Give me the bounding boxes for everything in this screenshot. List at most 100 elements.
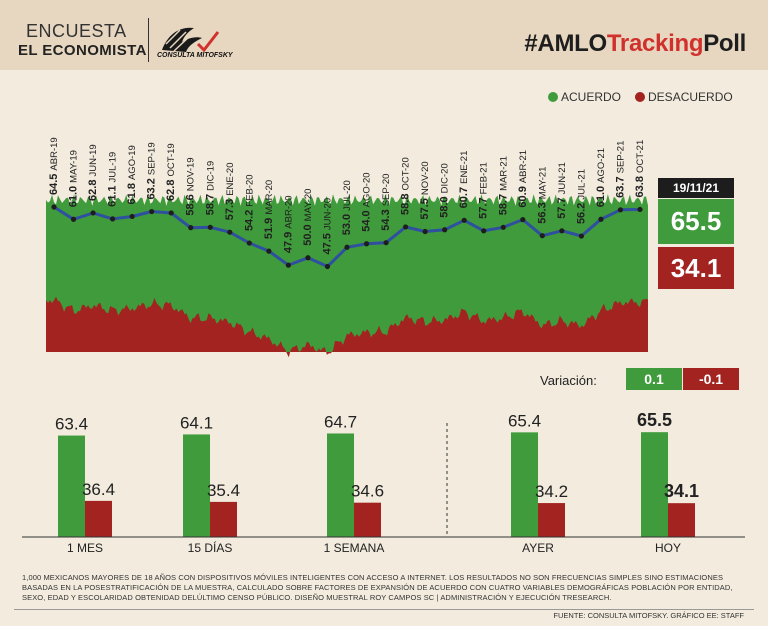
data-label-value: 57.3: [224, 199, 236, 220]
data-label-month: ABR-21: [518, 150, 529, 183]
hashtag-suffix: Poll: [703, 30, 746, 57]
publisher-name: EL ECONOMISTA: [18, 42, 147, 59]
desacuerdo-bar-label: 34.1: [664, 481, 699, 501]
data-label-month: FEB-21: [479, 162, 490, 194]
acuerdo-bar-label: 64.7: [324, 412, 357, 431]
data-label: 57.7 JUN-21: [556, 162, 568, 219]
data-label: 47.9 ABR-20: [282, 195, 294, 253]
data-label-value: 57.5: [419, 198, 431, 219]
acuerdo-bar: [641, 432, 668, 537]
desacuerdo-bar-label: 36.4: [82, 480, 115, 499]
data-label-month: MAY-20: [303, 189, 314, 222]
data-point: [110, 216, 116, 222]
data-label-value: 60.9: [517, 186, 529, 207]
legend-desacuerdo-label: DESACUERDO: [648, 90, 733, 104]
data-point: [598, 216, 604, 222]
data-label-value: 54.0: [361, 210, 373, 231]
bar-category-label: HOY: [655, 541, 681, 555]
data-label-month: NOV-19: [186, 157, 197, 191]
data-point: [500, 224, 506, 230]
bar-category-label: 15 DÍAS: [188, 540, 233, 555]
data-label-month: MAR-21: [498, 156, 509, 191]
data-label-month: ABR-20: [283, 195, 294, 228]
mitofsky-logo-icon: [162, 27, 220, 53]
data-label-month: ABR-19: [49, 137, 60, 170]
data-label-month: OCT-19: [166, 143, 177, 176]
data-label-month: JUN-21: [557, 162, 568, 194]
data-label-value: 58.7: [497, 194, 509, 215]
data-label-value: 57.7: [556, 197, 568, 218]
data-label-month: AGO-20: [362, 172, 373, 207]
data-label-value: 62.8: [165, 180, 177, 201]
data-label-month: FEB-20: [244, 174, 255, 206]
data-label-value: 61.0: [595, 186, 607, 207]
desacuerdo-bar: [668, 503, 695, 537]
acuerdo-bar: [327, 433, 354, 537]
acuerdo-area: [46, 194, 648, 352]
data-label-month: ENE-21: [459, 151, 470, 184]
data-point: [90, 210, 96, 216]
data-label: 63.8 OCT-21: [634, 140, 646, 198]
desacuerdo-bar: [85, 500, 112, 537]
data-label: 58.8 OCT-20: [400, 157, 412, 215]
acuerdo-bar: [183, 434, 210, 537]
data-label-month: JUN-20: [322, 198, 333, 230]
data-label: 54.2 FEB-20: [243, 174, 255, 231]
data-label-value: 58.6: [185, 194, 197, 215]
hashtag-title: #AMLOTrackingPoll: [524, 30, 746, 58]
data-label-month: JUL-19: [108, 152, 119, 183]
data-label: 58.6 NOV-19: [185, 157, 197, 215]
header-divider: [148, 18, 149, 62]
data-label: 57.7 FEB-21: [478, 162, 490, 219]
data-label: 53.0 JUL-20: [341, 180, 353, 235]
data-label-value: 58.7: [204, 194, 216, 215]
desacuerdo-bar-label: 34.2: [535, 482, 568, 501]
data-label: 62.8 JUN-19: [87, 144, 99, 201]
current-date: 19/11/21: [658, 178, 734, 198]
data-label: 57.5 NOV-20: [419, 161, 431, 219]
desacuerdo-bar: [354, 502, 381, 537]
data-label-value: 58.8: [400, 194, 412, 215]
data-label-month: SEP-19: [147, 142, 158, 175]
data-point: [207, 224, 213, 230]
data-label-month: DIC-19: [205, 161, 216, 191]
hashtag-highlight: Tracking: [606, 30, 704, 57]
data-point: [305, 255, 311, 261]
data-point: [227, 229, 233, 235]
legend-acuerdo-label: ACUERDO: [561, 90, 622, 104]
data-label-value: 63.2: [146, 178, 158, 199]
data-label: 61.1 JUL-19: [107, 152, 119, 207]
data-label: 61.0 MAY-19: [68, 150, 80, 207]
data-label-value: 51.9: [263, 218, 275, 239]
data-label-value: 63.7: [614, 176, 626, 197]
data-label: 58.7 DIC-19: [204, 161, 216, 216]
data-label: 54.3 SEP-20: [380, 174, 392, 231]
data-point: [324, 263, 331, 270]
data-label-value: 61.1: [107, 185, 119, 206]
acuerdo-bar: [58, 435, 85, 537]
data-label-month: NOV-20: [420, 161, 431, 195]
data-point: [246, 240, 252, 246]
footer-divider: [14, 609, 754, 610]
current-acuerdo: 65.5: [658, 199, 734, 244]
data-label: 58.7 MAR-21: [497, 156, 509, 215]
data-point: [266, 248, 272, 254]
data-label: 50.0 MAY-20: [302, 189, 314, 246]
data-label-value: 58.0: [439, 196, 451, 217]
data-label-month: MAY-21: [537, 167, 548, 200]
legend-acuerdo: ACUERDO: [548, 90, 621, 104]
desacuerdo-bar-label: 35.4: [207, 481, 240, 500]
acuerdo-bar-label: 63.4: [55, 415, 88, 434]
data-label-value: 47.5: [321, 233, 333, 254]
data-label-value: 62.8: [87, 180, 99, 201]
data-point: [422, 228, 428, 235]
data-label-value: 61.8: [126, 183, 138, 204]
data-point: [539, 233, 545, 239]
data-label-month: SEP-20: [381, 174, 392, 207]
data-label-month: DIC-20: [440, 163, 451, 193]
bar-category-label: 1 MES: [67, 541, 103, 555]
data-label: 60.7 ENE-21: [458, 151, 470, 209]
data-label: 63.7 SEP-21: [614, 141, 626, 198]
footnote: 1,000 MEXICANOS MAYORES DE 18 AÑOS CON D…: [22, 573, 733, 602]
data-point: [188, 225, 194, 231]
